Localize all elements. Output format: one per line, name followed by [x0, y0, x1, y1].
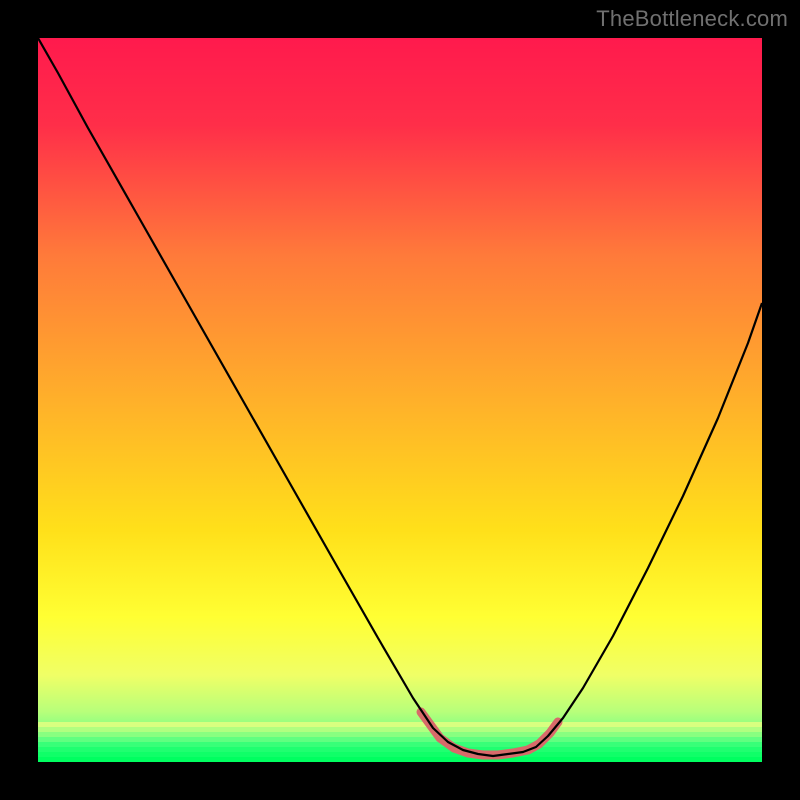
watermark-text: TheBottleneck.com — [596, 6, 788, 32]
curve-svg — [38, 38, 762, 762]
chart-frame: TheBottleneck.com — [0, 0, 800, 800]
plot-area — [38, 38, 762, 762]
